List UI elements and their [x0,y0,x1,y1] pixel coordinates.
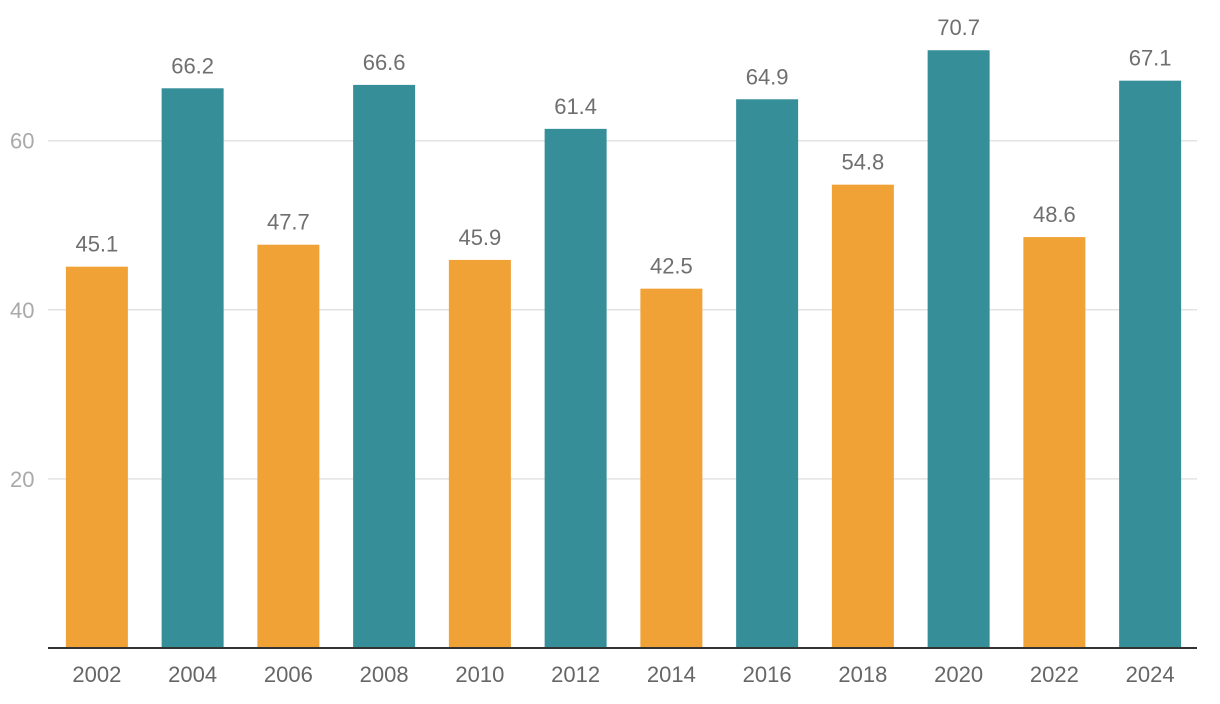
x-tick-label-2004: 2004 [168,662,217,687]
data-label-2006: 47.7 [267,210,310,235]
data-label-2012: 61.4 [554,94,597,119]
y-tick-label: 40 [10,298,34,323]
x-axis-ticks: 2002 2004 2006 2008 2010 2012 2014 2016 2018 2020… [72,662,1174,687]
data-label-2004: 66.2 [171,53,214,78]
x-tick-label-2014: 2014 [647,662,696,687]
data-label-2010: 45.9 [458,225,501,250]
bar-2024 [1119,80,1182,649]
bar-2008 [353,84,416,649]
bar-2012 [544,128,607,648]
data-label-2002: 45.1 [75,232,118,257]
data-label-2008: 66.6 [363,50,406,75]
data-label-2020: 70.7 [937,15,980,40]
data-labels: 45.1 66.2 47.7 66.6 45.9 61.4 42.5 64.9 54.8 70.7… [75,15,1171,278]
x-tick-label-2018: 2018 [838,662,887,687]
x-tick-label-2008: 2008 [360,662,409,687]
bar-2006 [257,244,320,648]
data-label-2022: 48.6 [1033,202,1076,227]
x-tick-label-2002: 2002 [72,662,121,687]
bar-2018 [831,184,894,648]
bar-2020 [927,50,990,648]
x-tick-label-2006: 2006 [264,662,313,687]
y-tick-label: 20 [10,467,34,492]
bar-2014 [640,288,703,648]
x-tick-label-2010: 2010 [455,662,504,687]
bar-2022 [1023,237,1086,648]
data-label-2016: 64.9 [746,64,789,89]
bars [65,50,1182,649]
x-tick-label-2022: 2022 [1030,662,1079,687]
x-tick-label-2024: 2024 [1126,662,1175,687]
bar-2010 [448,259,511,648]
gridlines [48,139,1197,480]
bar-2004 [161,88,224,649]
y-axis-ticks: 20 40 60 [10,129,34,492]
data-label-2024: 67.1 [1129,46,1172,71]
y-tick-label: 60 [10,129,34,154]
x-tick-label-2012: 2012 [551,662,600,687]
bar-2002 [65,266,128,648]
data-label-2014: 42.5 [650,254,693,279]
bar-2016 [736,99,799,648]
x-tick-label-2020: 2020 [934,662,983,687]
data-label-2018: 54.8 [841,150,884,175]
x-tick-label-2016: 2016 [743,662,792,687]
